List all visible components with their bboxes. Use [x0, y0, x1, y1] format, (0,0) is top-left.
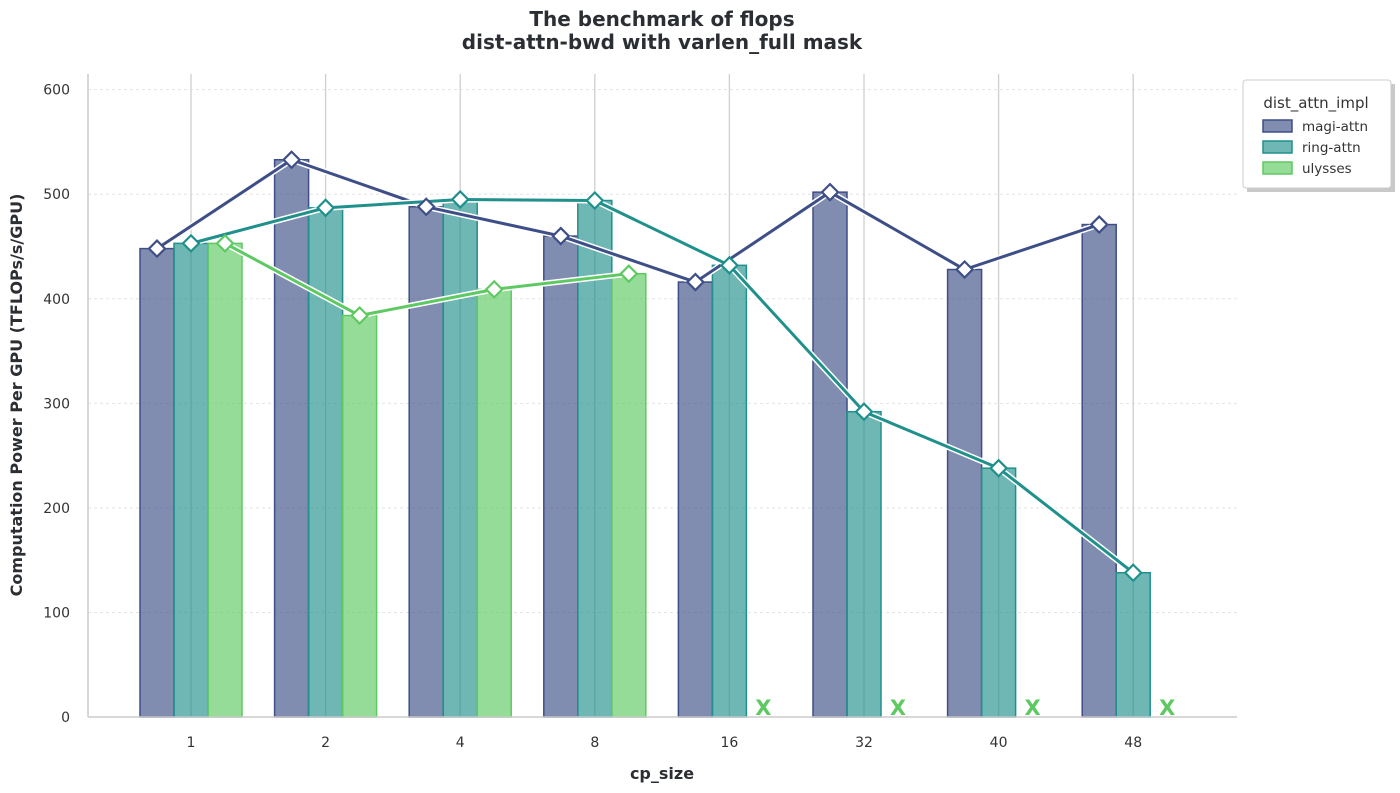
legend-label-ulysses: ulysses: [1302, 161, 1352, 177]
x-axis-label: cp_size: [630, 764, 694, 783]
chart-title: The benchmark of flops dist-attn-bwd wit…: [462, 7, 863, 54]
chart-title-line-2: dist-attn-bwd with varlen_full mask: [462, 30, 863, 54]
legend-label-magi-attn: magi-attn: [1302, 119, 1368, 135]
missing-value-marker: X: [1024, 696, 1040, 720]
bar-magi-attn-32: [812, 191, 848, 718]
legend-label-ring-attn: ring-attn: [1302, 140, 1361, 156]
y-tick-label: 300: [43, 396, 70, 412]
bar-magi-attn-2: [273, 158, 310, 718]
point-magi-attn: [1089, 215, 1109, 235]
bar-layer: [139, 158, 1151, 718]
x-tick-label: 1: [187, 735, 196, 751]
series-line-magi-attn: [156, 158, 1100, 284]
grid-lines: [88, 74, 1237, 717]
bar-magi-attn-16: [677, 281, 714, 718]
point-ring-attn: [719, 255, 739, 275]
point-ulysses: [619, 264, 639, 284]
y-tick-label: 600: [43, 83, 70, 99]
axes: [87, 74, 1237, 718]
x-tick-label: 16: [720, 735, 738, 751]
legend-title: dist_attn_impl: [1263, 94, 1368, 113]
bar-ulysses-4: [476, 288, 512, 718]
point-ulysses: [350, 305, 370, 326]
x-tick-label: 32: [855, 735, 873, 751]
point-magi-attn: [955, 259, 975, 280]
legend-box: [1242, 79, 1392, 189]
y-tick-label: 0: [61, 710, 70, 726]
point-magi-attn: [551, 226, 571, 246]
point-ring-attn: [316, 198, 336, 218]
bar-ring-attn-4: [442, 198, 478, 718]
x-tick-label: 8: [590, 735, 599, 751]
point-ring-attn: [585, 190, 605, 211]
point-magi-attn: [820, 182, 840, 202]
bar-ring-attn-16: [711, 264, 748, 718]
y-tick-label: 500: [43, 187, 70, 203]
bar-magi-attn-8: [543, 235, 579, 718]
bar-ring-attn-1: [173, 242, 209, 718]
bar-ulysses-8: [611, 272, 647, 718]
point-magi-attn: [685, 272, 705, 292]
point-ulysses: [215, 233, 235, 253]
bar-ulysses-1: [207, 242, 243, 718]
missing-value-marker: X: [1159, 696, 1175, 720]
bar-magi-attn-4: [408, 206, 444, 718]
point-ulysses: [484, 279, 504, 299]
missing-value-marker: X: [890, 696, 906, 720]
legend-items: magi-attn ring-attn ulysses: [1262, 119, 1368, 177]
point-ring-attn: [450, 189, 470, 210]
x-tick-label: 2: [321, 735, 330, 751]
point-magi-attn: [416, 197, 436, 217]
point-ring-attn: [989, 458, 1009, 478]
bar-ulysses-2: [341, 314, 378, 718]
y-tick-label: 100: [43, 605, 70, 621]
y-tick-label: 400: [43, 292, 70, 308]
chart-title-line-1: The benchmark of flops: [529, 7, 794, 31]
bar-ring-attn-32: [846, 410, 882, 718]
bar-ring-attn-2: [307, 207, 344, 718]
point-magi-attn: [147, 239, 167, 259]
y-tick-label: 200: [43, 501, 70, 517]
legend: dist_attn_impl magi-attn ring-attn ulysses: [1242, 79, 1395, 192]
legend-swatch-magi-attn: [1262, 119, 1293, 133]
point-magi-attn: [282, 150, 302, 170]
series-line-ulysses: [224, 242, 629, 318]
legend-swatch-ring-attn: [1262, 140, 1293, 154]
legend-swatch-ulysses: [1262, 161, 1293, 175]
missing-value-marker: X: [755, 696, 771, 720]
y-axis-label: Computation Power Per GPU (TFLOPs/s/GPU): [7, 194, 26, 597]
x-tick-label: 40: [990, 735, 1008, 751]
bar-ring-attn-40: [980, 467, 1017, 718]
bar-magi-attn-40: [946, 268, 983, 718]
bar-magi-attn-48: [1081, 223, 1117, 718]
x-tick-label: 4: [456, 735, 465, 751]
bar-magi-attn-1: [139, 247, 175, 718]
point-ring-attn: [181, 233, 201, 253]
x-tick-label: 48: [1124, 735, 1142, 751]
series-line-ring-attn: [190, 197, 1135, 574]
bar-ring-attn-48: [1115, 571, 1151, 718]
point-ring-attn: [1123, 563, 1143, 583]
point-ring-attn: [854, 402, 874, 422]
line-layer: [155, 156, 1136, 576]
